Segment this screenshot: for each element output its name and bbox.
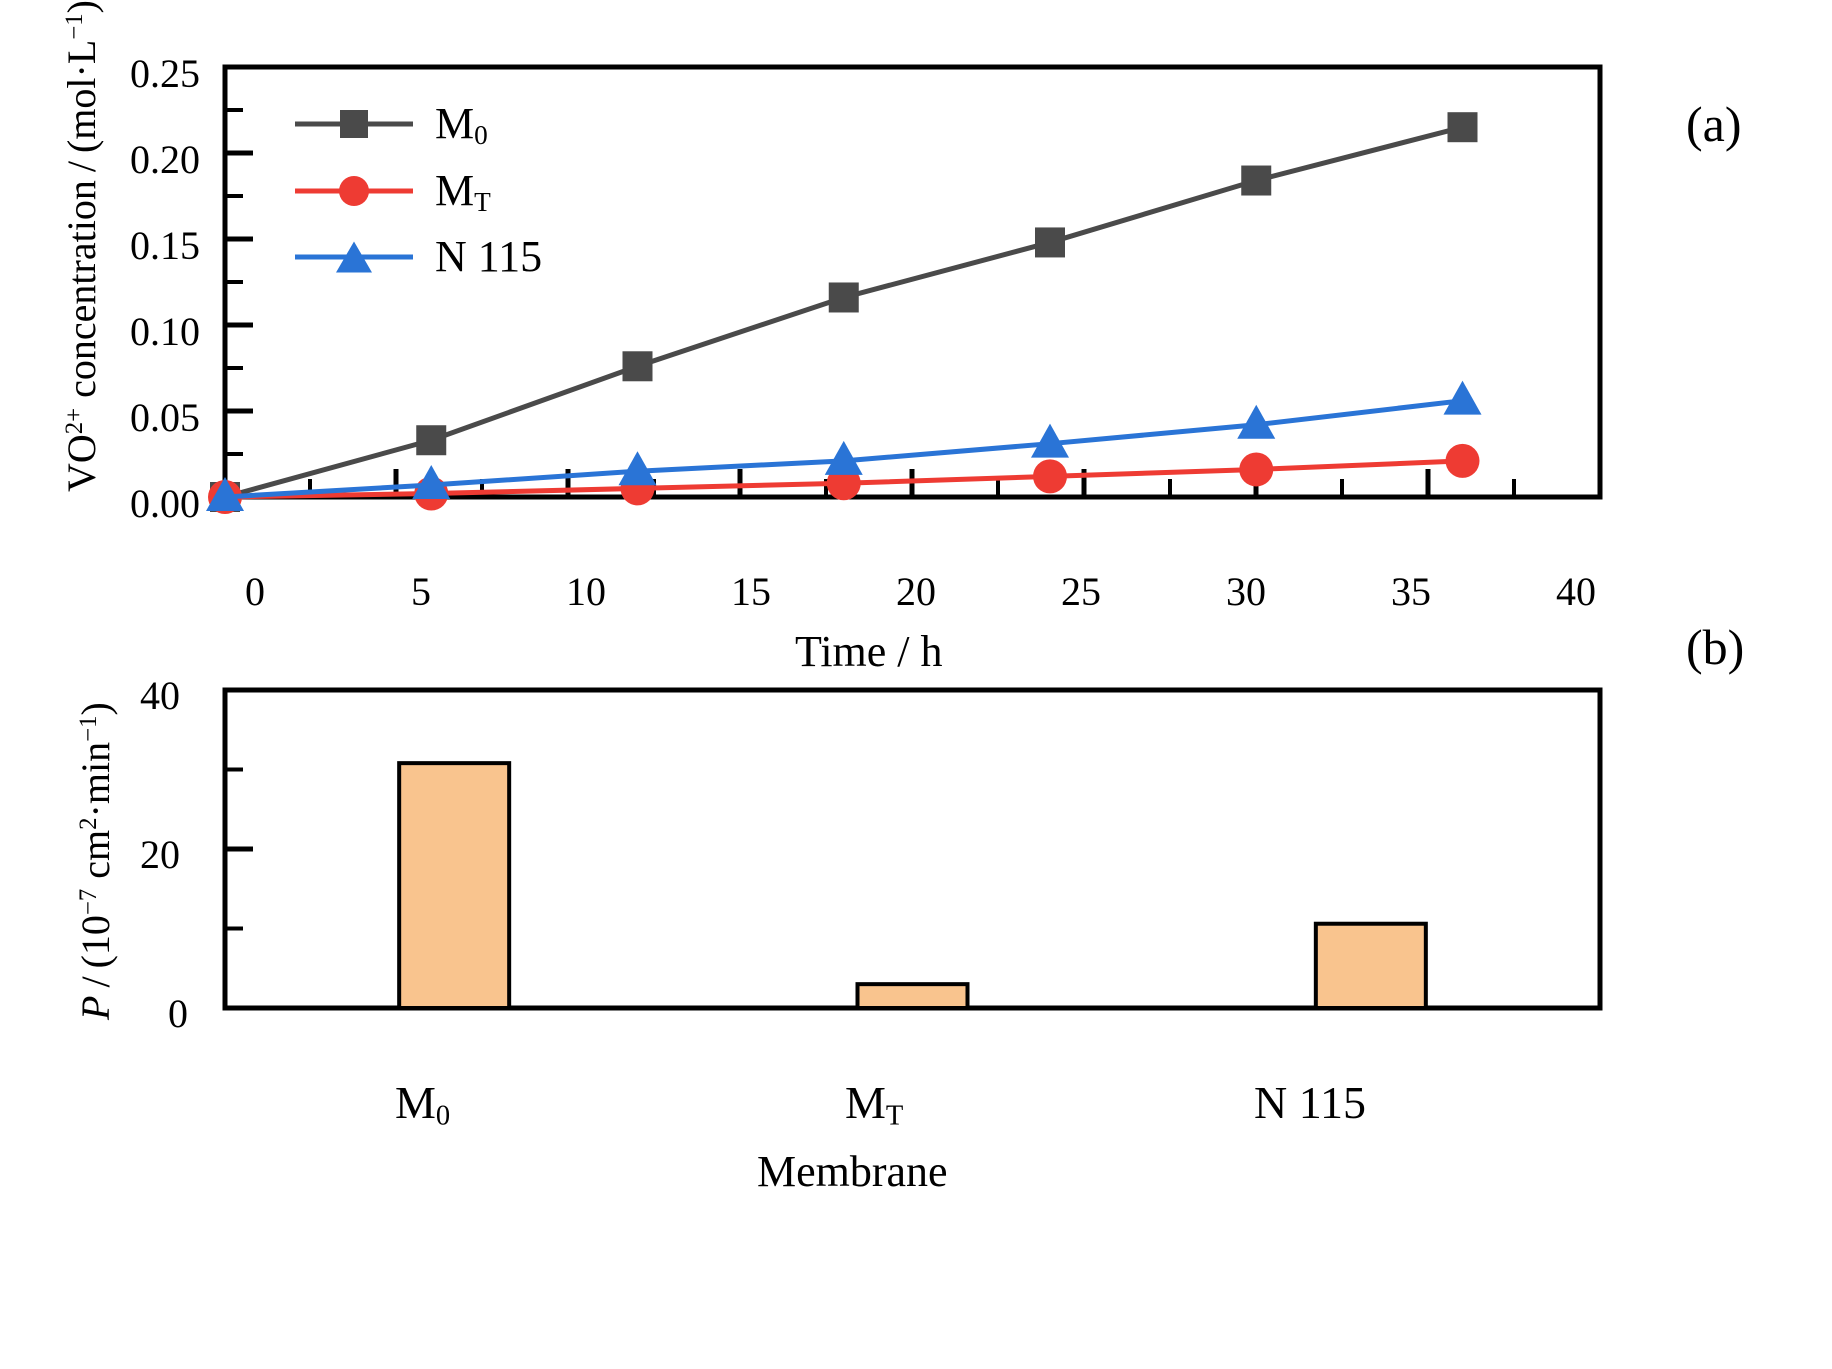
panel-a-plot [206,64,1603,514]
panel-a-xtick-30: 30 [1226,569,1266,614]
square-marker-icon [828,282,859,313]
panel-a-xtick-20: 20 [896,569,936,614]
triangle-marker-icon [618,451,657,486]
panel-b-ytick-20: 20 [140,832,180,877]
panel-a-xtick-10: 10 [566,569,606,614]
circle-marker-icon [339,175,369,206]
triangle-marker-icon [1031,423,1069,458]
panel-b-tag: (b) [1686,619,1745,675]
bar-mt[interactable] [855,982,970,1011]
panel-b-y-major-ticks [225,687,253,1011]
triangle-marker-icon [1443,380,1482,415]
panel-a-xtick-0: 0 [245,569,265,614]
panel-a-ytick-0.25: 0.25 [130,51,200,96]
legend-label-n115: N 115 [435,232,543,281]
square-marker-icon [1447,112,1478,143]
triangle-marker-icon [824,440,863,475]
panel-b-xtick-m0: M0 [395,1077,451,1132]
panel-b-y-minor-ticks [225,767,243,931]
panel-b-xtick-mt: MT [845,1077,904,1132]
panel-a-ytick-0.00: 0.00 [130,481,200,526]
panel-a-xtick-5: 5 [411,569,431,614]
panel-a-xtick-35: 35 [1391,569,1431,614]
panel-b-ytick-0: 0 [168,991,188,1036]
square-marker-icon [416,425,447,456]
legend-item-n115[interactable]: N 115 [295,231,542,282]
panel-a-ytick-0.15: 0.15 [130,223,200,268]
legend-item-m0[interactable]: M0 [295,98,488,149]
panel-a-ytick-0.05: 0.05 [130,395,200,440]
bar-m0[interactable] [397,761,512,1011]
circle-marker-icon [1239,452,1274,487]
triangle-marker-icon [336,241,372,272]
legend-line-m0 [295,109,413,138]
legend-item-mt[interactable]: MT [295,165,491,216]
panel-b-xtick-n115: N 115 [1254,1077,1367,1128]
panel-a-x-axis-title: Time / h [795,627,943,676]
panel-b-x-axis-title: Membrane [757,1147,948,1196]
panel-a-ytick-0.20: 0.20 [130,137,200,182]
triangle-marker-icon [412,464,451,499]
panel-a-ytick-0.10: 0.10 [130,309,200,354]
panel-a-series-layer [206,112,1482,514]
triangle-marker-icon [206,477,244,511]
panel-a-xtick-15: 15 [731,569,771,614]
square-marker-icon [622,351,653,382]
square-marker-icon [340,109,368,138]
panel-a-y-minor-ticks [225,108,243,456]
series-n-115 [206,380,1482,511]
square-marker-icon [1035,227,1065,258]
circle-marker-icon [1033,459,1067,494]
panel-b-bars-layer [397,761,1428,1011]
square-marker-icon [1241,165,1272,196]
legend-label-m0: M0 [435,99,488,150]
legend-line-n115 [295,241,413,272]
legend-label-mt: MT [435,166,491,217]
panel-a-xtick-25: 25 [1061,569,1101,614]
panel-a-tag: (a) [1686,96,1742,152]
panel-a-xtick-40: 40 [1556,569,1596,614]
circle-marker-icon [1445,443,1480,478]
series-m0 [210,112,1478,512]
legend-line-mt [295,175,413,206]
triangle-marker-icon [1237,404,1276,439]
panel-b-ytick-40: 40 [140,673,180,718]
bar-n-115[interactable] [1313,921,1428,1010]
